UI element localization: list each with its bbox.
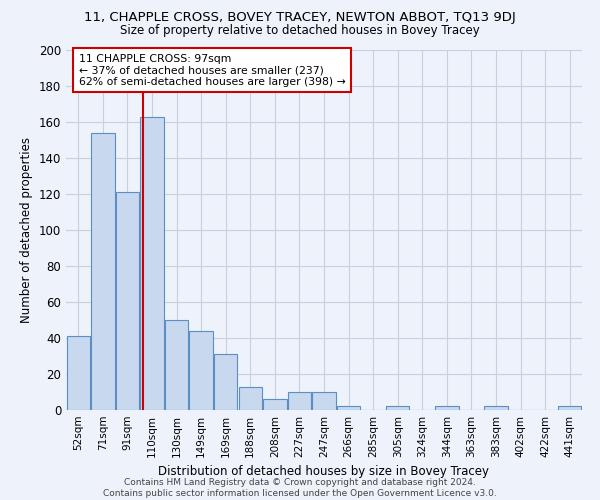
Bar bbox=[435, 406, 458, 410]
Bar bbox=[386, 406, 409, 410]
Text: Size of property relative to detached houses in Bovey Tracey: Size of property relative to detached ho… bbox=[120, 24, 480, 37]
Bar bbox=[239, 386, 262, 410]
Bar bbox=[165, 320, 188, 410]
Text: Contains HM Land Registry data © Crown copyright and database right 2024.
Contai: Contains HM Land Registry data © Crown c… bbox=[103, 478, 497, 498]
Bar bbox=[313, 392, 335, 410]
Text: 11 CHAPPLE CROSS: 97sqm
← 37% of detached houses are smaller (237)
62% of semi-d: 11 CHAPPLE CROSS: 97sqm ← 37% of detache… bbox=[79, 54, 346, 87]
Bar bbox=[91, 133, 115, 410]
Bar bbox=[67, 336, 90, 410]
Bar bbox=[116, 192, 139, 410]
Bar bbox=[558, 406, 581, 410]
Bar bbox=[140, 116, 164, 410]
Bar bbox=[337, 406, 360, 410]
Text: 11, CHAPPLE CROSS, BOVEY TRACEY, NEWTON ABBOT, TQ13 9DJ: 11, CHAPPLE CROSS, BOVEY TRACEY, NEWTON … bbox=[84, 11, 516, 24]
Bar bbox=[190, 331, 213, 410]
Bar bbox=[214, 354, 238, 410]
Bar bbox=[263, 399, 287, 410]
Bar bbox=[484, 406, 508, 410]
Y-axis label: Number of detached properties: Number of detached properties bbox=[20, 137, 33, 323]
X-axis label: Distribution of detached houses by size in Bovey Tracey: Distribution of detached houses by size … bbox=[158, 466, 490, 478]
Bar bbox=[288, 392, 311, 410]
